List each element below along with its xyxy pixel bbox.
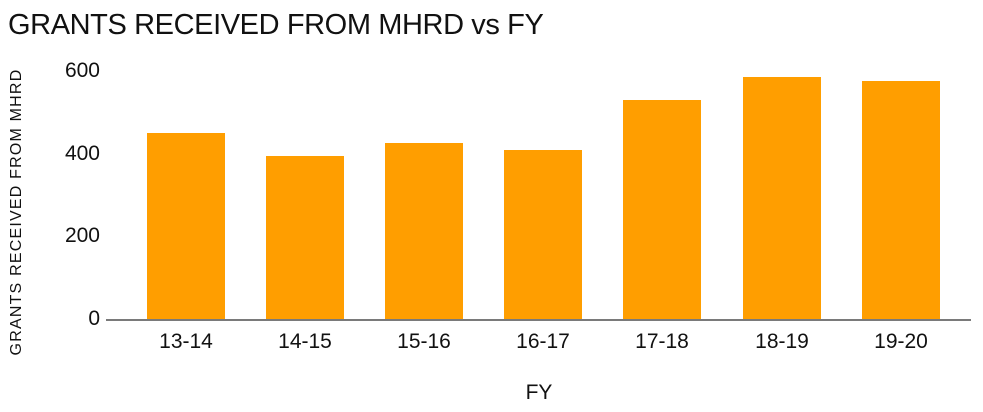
bar-16-17 [504, 150, 582, 319]
bar-19-20 [862, 81, 940, 319]
y-tick-label: 600 [64, 59, 100, 82]
bar-14-15 [266, 156, 344, 319]
bar-13-14 [147, 133, 225, 319]
x-tick-label: 13-14 [159, 330, 213, 353]
y-tick-label: 200 [64, 224, 100, 248]
x-tick-label: 18-19 [755, 330, 809, 353]
x-tick-label: 19-20 [874, 330, 928, 353]
x-axis-title: FY [525, 381, 553, 404]
x-axis-line [106, 319, 971, 321]
bar-18-19 [743, 77, 821, 319]
y-tick-label: 400 [64, 141, 100, 165]
x-tick-label: 15-16 [397, 330, 451, 353]
x-tick-label: 16-17 [516, 330, 570, 353]
bar-17-18 [623, 100, 701, 319]
chart-title: GRANTS RECEIVED FROM MHRD vs FY [8, 9, 544, 41]
bar-15-16 [385, 143, 463, 319]
x-tick-label: 17-18 [635, 330, 689, 353]
y-tick-label: 0 [88, 307, 100, 330]
x-tick-label: 14-15 [278, 330, 332, 353]
